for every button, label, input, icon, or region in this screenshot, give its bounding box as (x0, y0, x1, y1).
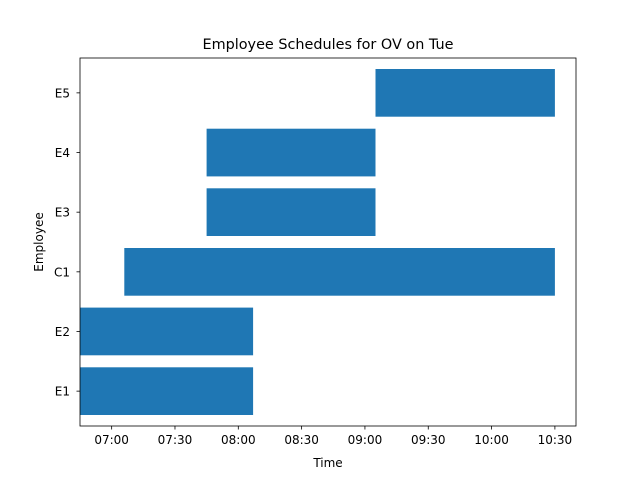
x-axis-label: Time (312, 456, 342, 470)
bar-e3-3 (206, 188, 376, 236)
bar-e2-1 (80, 307, 254, 356)
y-tick-label: E5 (55, 86, 70, 100)
y-axis: E1 E2 C1 E3 E4 E5 (54, 86, 80, 399)
bar-e5-5 (375, 69, 555, 117)
y-tick-label: C1 (54, 265, 70, 279)
x-tick-label: 10:30 (538, 433, 573, 447)
x-tick-label: 10:00 (474, 433, 509, 447)
x-tick-label: 07:30 (158, 433, 193, 447)
x-tick-label: 09:30 (411, 433, 446, 447)
bar-e4-4 (206, 128, 376, 177)
x-axis: 07:00 07:30 08:00 08:30 09:00 09:30 10:00 10:30 (94, 426, 572, 447)
y-tick-label: E2 (55, 325, 70, 339)
bar-group (80, 69, 555, 415)
bar-c1-2 (124, 248, 555, 296)
x-tick-label: 08:30 (284, 433, 319, 447)
chart-title: Employee Schedules for OV on Tue (203, 37, 454, 53)
x-tick-label: 09:00 (348, 433, 383, 447)
y-tick-label: E1 (55, 385, 70, 399)
y-tick-label: E3 (55, 206, 70, 220)
y-axis-label: Employee (32, 212, 46, 271)
bar-e1-0 (80, 367, 254, 415)
x-tick-label: 08:00 (221, 433, 256, 447)
x-tick-label: 07:00 (94, 433, 129, 447)
y-tick-label: E4 (55, 146, 70, 160)
plot-frame (79, 57, 577, 427)
